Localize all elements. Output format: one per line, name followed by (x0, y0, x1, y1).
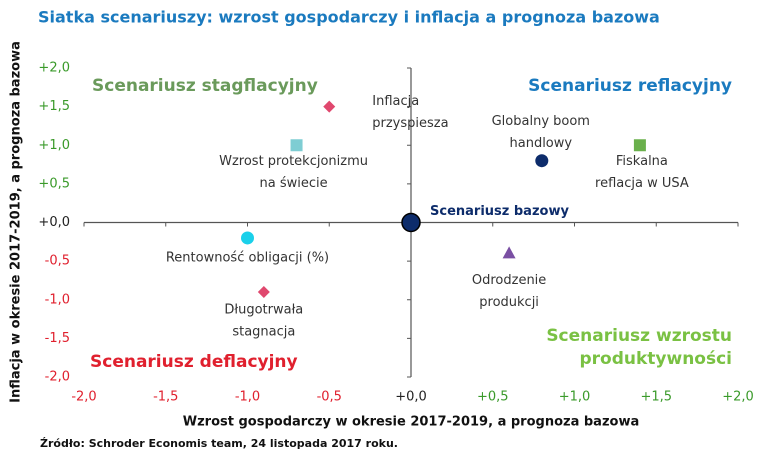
marker (535, 154, 549, 168)
quadrant-label: Scenariusz stagflacyjny (92, 76, 318, 96)
point-label: Wzrost protekcjonizmu (219, 154, 368, 169)
x-tick-label: -2,0 (71, 390, 96, 405)
quadrant-label: Scenariusz deflacyjny (90, 352, 298, 372)
y-tick-label: -0,5 (45, 254, 70, 269)
x-tick-label: -1,0 (235, 390, 260, 405)
y-tick-label: +2,0 (38, 61, 70, 76)
marker (257, 286, 270, 299)
point-label: przyspiesza (372, 116, 448, 131)
y-tick-label: +0,5 (38, 176, 70, 191)
point-label: handlowy (510, 136, 573, 151)
point-label: Rentowność obligacji (%) (166, 250, 329, 265)
x-tick-label: +1,5 (640, 390, 672, 405)
point-label: Długotrwała (224, 303, 303, 318)
x-tick-label: -0,5 (317, 390, 342, 405)
y-axis-title: Inflacja w okresie 2017-2019, a prognoza… (9, 41, 24, 403)
source: Źródło: Schroder Economis team, 24 listo… (40, 437, 398, 450)
point-label: stagnacja (232, 325, 295, 340)
marker (323, 100, 336, 113)
y-tick-label: +0,0 (38, 215, 70, 230)
marker (633, 139, 646, 152)
point-label: Fiskalna (616, 154, 668, 169)
x-tick-label: -1,5 (153, 390, 178, 405)
point-label: Scenariusz bazowy (430, 204, 569, 219)
point-label: Odrodzenie (472, 273, 546, 288)
y-tick-label: -1,0 (45, 292, 70, 307)
marker (241, 231, 254, 245)
x-tick-label: +1,0 (559, 390, 591, 405)
point-label: Globalny boom (492, 114, 590, 129)
marker (502, 246, 516, 259)
x-tick-label: +2,0 (722, 390, 754, 405)
marker (290, 139, 303, 152)
x-tick-label: +0,0 (395, 390, 427, 405)
y-tick-label: -1,5 (45, 331, 70, 346)
chart-title: Siatka scenariuszy: wzrost gospodarczy i… (38, 8, 660, 27)
x-tick-label: +0,5 (477, 390, 509, 405)
quadrant-label: Scenariusz wzrostu (546, 326, 732, 346)
marker (401, 212, 421, 233)
point-label: na świecie (259, 176, 327, 191)
point-label: reflacja w USA (595, 176, 689, 191)
point-label: produkcji (479, 295, 539, 310)
point-label: Inflacja (372, 94, 419, 109)
quadrant-label: Scenariusz reflacyjny (528, 76, 732, 96)
y-tick-label: +1,5 (38, 99, 70, 114)
x-axis-title: Wzrost gospodarczy w okresie 2017-2019, … (183, 415, 639, 430)
y-tick-label: -2,0 (45, 370, 70, 385)
y-tick-label: +1,0 (38, 138, 70, 153)
quadrant-label: produktywności (579, 349, 732, 369)
